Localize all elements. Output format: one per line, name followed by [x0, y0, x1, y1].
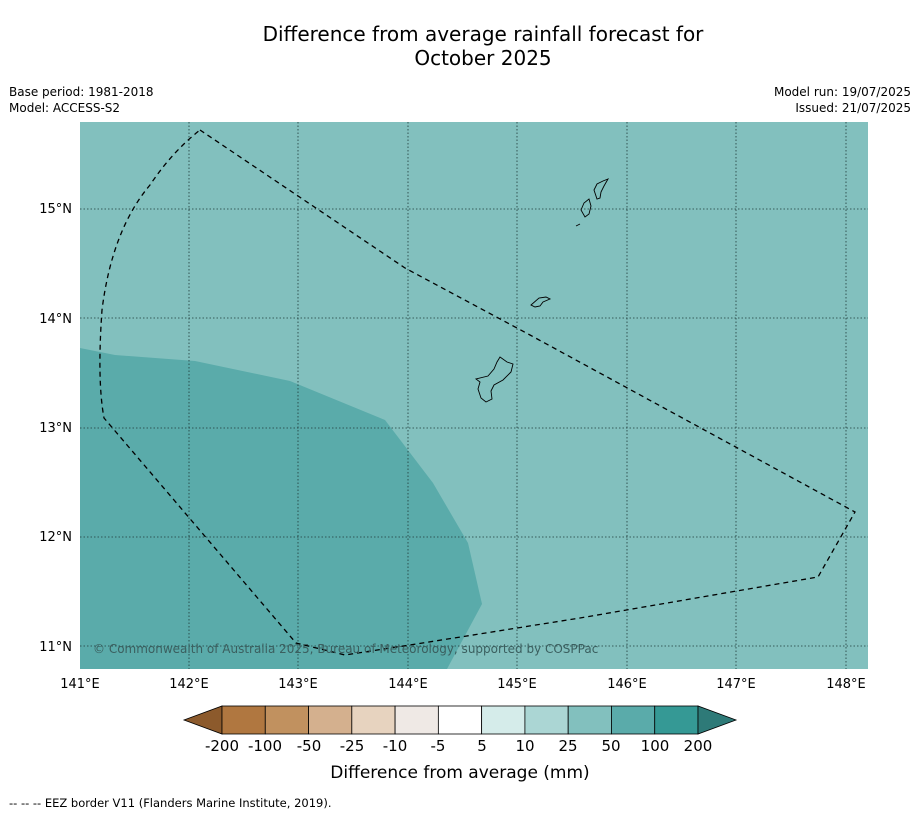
lon-label-148: 148°E	[826, 677, 866, 692]
cb-tick-5: -5	[431, 737, 446, 755]
cb-tick-10: 100	[641, 737, 670, 755]
cb-tick-4: -10	[383, 737, 408, 755]
colorbar-above-max-arrow	[697, 705, 738, 735]
aguijan-island	[575, 223, 581, 227]
cb-tick-11: 200	[684, 737, 713, 755]
lat-label-15: 15°N	[39, 202, 72, 217]
islands	[474, 178, 610, 403]
colorbar-bin-0	[221, 705, 266, 735]
colorbar-bin-8	[567, 705, 612, 735]
lon-label-144: 144°E	[388, 677, 428, 692]
cb-tick-8: 25	[558, 737, 577, 755]
colorbar-bin-7	[524, 705, 569, 735]
cb-tick-3: -25	[340, 737, 365, 755]
title-line-2: October 2025	[414, 46, 552, 70]
copyright-text: © Commonwealth of Australia 2025, Bureau…	[93, 642, 598, 656]
colorbar-bin-3	[351, 705, 396, 735]
map-title: Difference from average rainfall forecas…	[0, 22, 919, 70]
eez-footnote: -- -- -- EEZ border V11 (Flanders Marine…	[9, 796, 332, 810]
base-period-text: Base period: 1981-2018	[9, 85, 154, 99]
lon-label-146: 146°E	[607, 677, 647, 692]
colorbar-bin-6	[481, 705, 526, 735]
cb-tick-7: 10	[515, 737, 534, 755]
lat-label-12: 12°N	[39, 530, 72, 545]
cb-tick-2: -50	[297, 737, 322, 755]
lon-label-142: 142°E	[169, 677, 209, 692]
cb-tick-0: -200	[205, 737, 239, 755]
colorbar-bin-5	[437, 705, 483, 735]
cb-tick-1: -100	[248, 737, 282, 755]
colorbar-bin-4	[394, 705, 439, 735]
colorbar-bins	[221, 705, 699, 735]
cb-tick-6: 5	[477, 737, 487, 755]
issued-text: Issued: 21/07/2025	[795, 101, 911, 115]
lat-label-11: 11°N	[39, 640, 72, 655]
colorbar-below-min-arrow	[182, 705, 223, 735]
title-line-1: Difference from average rainfall forecas…	[262, 22, 704, 46]
graticule	[80, 122, 868, 669]
colorbar-bin-1	[264, 705, 309, 735]
eez-border	[99, 129, 856, 656]
lon-label-143: 143°E	[278, 677, 318, 692]
lon-label-141: 141°E	[60, 677, 100, 692]
run-info: Model run: 19/07/2025 Issued: 21/07/2025	[774, 84, 911, 116]
lat-label-14: 14°N	[39, 312, 72, 327]
lat-label-13: 13°N	[39, 421, 72, 436]
saipan-island	[593, 178, 610, 200]
colorbar: -200 -100 -50 -25 -10 -5 5 10 25 50 100 …	[182, 705, 738, 783]
model-name-text: Model: ACCESS-S2	[9, 101, 121, 115]
guam-island	[474, 356, 514, 403]
cb-tick-9: 50	[601, 737, 620, 755]
colorbar-label: Difference from average (mm)	[330, 763, 589, 783]
colorbar-bin-10	[654, 705, 699, 735]
colorbar-tick-labels: -200 -100 -50 -25 -10 -5 5 10 25 50 100 …	[205, 737, 712, 755]
longitude-labels: 141°E 142°E 143°E 144°E 145°E 146°E 147°…	[60, 677, 866, 692]
colorbar-bin-9	[611, 705, 656, 735]
latitude-labels: 15°N 14°N 13°N 12°N 11°N	[39, 202, 72, 655]
model-info: Base period: 1981-2018 Model: ACCESS-S2	[9, 84, 154, 116]
model-run-text: Model run: 19/07/2025	[773, 85, 911, 99]
colorbar-bin-2	[308, 705, 353, 735]
lon-label-147: 147°E	[716, 677, 756, 692]
rota-island	[530, 296, 552, 308]
lon-label-145: 145°E	[497, 677, 537, 692]
tinian-island	[580, 198, 592, 218]
